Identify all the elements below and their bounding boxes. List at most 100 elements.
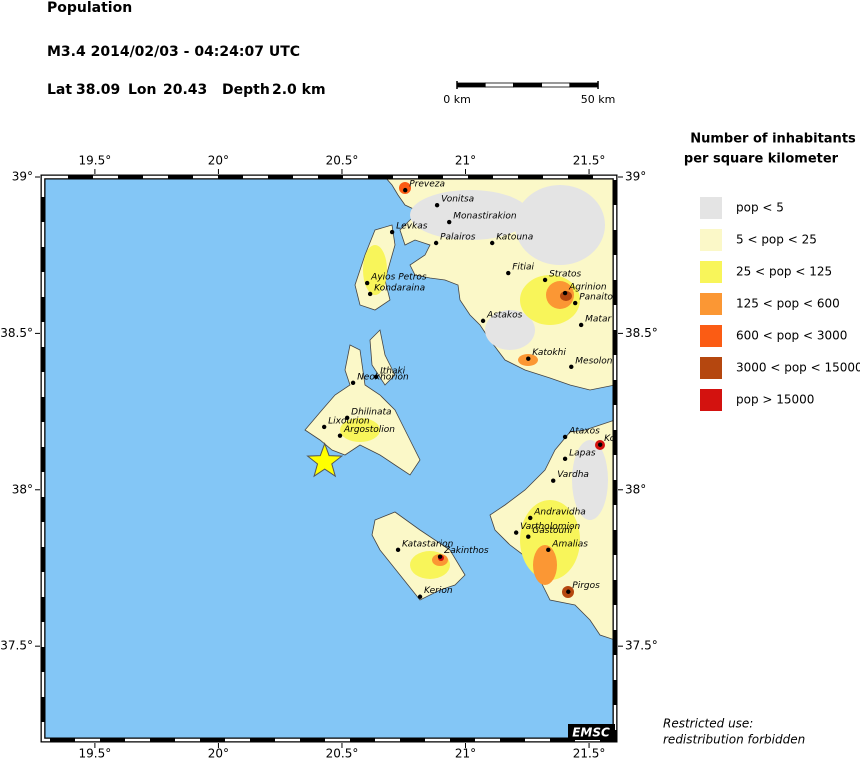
x-tick-label: 20°	[208, 747, 229, 761]
town-marker	[395, 547, 401, 553]
town-marker	[337, 433, 343, 438]
town-marker	[433, 240, 439, 246]
town-label: Ithaki	[380, 366, 406, 376]
town-label: Stratos	[549, 269, 581, 279]
town-marker	[506, 270, 511, 276]
town-marker	[526, 534, 531, 539]
scale-segment	[456, 82, 486, 88]
lon-label: Lon	[128, 82, 157, 98]
lon-value: 20.43	[163, 82, 207, 98]
town-label: Palairos	[440, 232, 476, 242]
x-tick-label: 19.5°	[79, 154, 112, 168]
town-label: Vonitsa	[441, 195, 474, 205]
legend-label: 25 < pop < 125	[736, 265, 832, 279]
logo-box	[568, 724, 615, 740]
y-tick-label: 38.5°	[0, 326, 33, 340]
town-label: Gastouni	[532, 526, 573, 536]
town-label: Astakos	[486, 310, 523, 320]
map-area: Preveza Vonitsa Monastirakion Levkas Palairo…	[43, 177, 616, 740]
town-marker	[344, 415, 350, 421]
event-info: M3.4 2014/02/03 - 04:24:07 UTC	[47, 44, 300, 60]
town-marker	[447, 219, 452, 225]
y-tick-label: 38°	[625, 482, 646, 496]
x-tick-label: 21°	[455, 154, 476, 168]
town-marker	[562, 456, 568, 462]
y-tick-label: 38°	[12, 482, 33, 496]
scale-segment	[513, 82, 543, 88]
legend-label: pop > 15000	[736, 393, 814, 407]
town-marker	[364, 280, 370, 286]
town-marker	[417, 594, 423, 599]
town-label: Vardha	[557, 470, 589, 480]
town-label: Andravidha	[533, 507, 586, 517]
town-label: Ayios Petros	[370, 273, 427, 283]
town-label: Pirgos	[572, 581, 600, 591]
legend-title: per square kilometer	[684, 152, 839, 167]
town-label: Argostolion	[343, 425, 395, 435]
town-marker	[526, 356, 531, 361]
legend-label: pop < 5	[736, 201, 784, 215]
legend-swatch	[700, 197, 722, 219]
town-marker	[434, 202, 440, 208]
town-marker	[389, 229, 395, 235]
y-tick-label: 39°	[12, 170, 33, 184]
y-tick-label: 37.5°	[0, 639, 33, 653]
town-marker	[403, 187, 408, 193]
legend-swatch	[700, 357, 722, 379]
town-label: Monastirakion	[453, 212, 517, 222]
town-label: Katokhi	[532, 348, 566, 358]
legend-title: Number of inhabitants	[690, 132, 856, 147]
town-marker	[566, 589, 571, 594]
legend-swatch	[700, 229, 722, 251]
town-label: Fitiai	[512, 263, 534, 273]
town-label: Panaito	[579, 293, 613, 303]
epicenter	[306, 442, 344, 478]
x-tick-label: 20.5°	[326, 747, 359, 761]
town-label: Agrinion	[568, 283, 607, 293]
town-marker	[367, 291, 373, 297]
legend-swatch	[700, 325, 722, 347]
town-label: Zakinthos	[443, 546, 489, 556]
town-marker	[569, 364, 574, 370]
notice-line: redistribution forbidden	[663, 733, 805, 747]
town-label: Mesolon	[575, 356, 613, 366]
legend-label: 125 < pop < 600	[736, 297, 840, 311]
town-label: Ko	[604, 434, 616, 444]
town-label: Neokhorion	[357, 372, 409, 382]
legend-label: 5 < pop < 25	[736, 233, 817, 247]
town-label: Ataxos	[568, 426, 600, 436]
depth-label: Depth	[222, 82, 270, 98]
towns: Preveza Vonitsa Monastirakion Levkas Palairo…	[321, 180, 616, 599]
town-label: Levkas	[396, 222, 428, 232]
town-label: Katouna	[496, 232, 533, 242]
town-marker	[573, 300, 578, 306]
town-marker	[542, 277, 548, 283]
town-marker	[350, 380, 356, 386]
y-tick-label: 38.5°	[625, 326, 658, 340]
town-label: Dhilinata	[351, 407, 391, 417]
notice-line: Restricted use:	[663, 717, 753, 731]
x-tick-label: 20.5°	[326, 154, 359, 168]
town-marker	[562, 434, 568, 440]
town-marker	[546, 547, 551, 553]
x-tick-label: 21.5°	[573, 154, 606, 168]
legend-swatch	[700, 293, 722, 315]
town-label: Kondaraina	[374, 283, 425, 293]
town-label: Lapas	[569, 448, 596, 458]
town-marker	[578, 322, 584, 328]
lat-value: 38.09	[76, 82, 120, 98]
town-marker	[551, 478, 556, 483]
town-marker	[513, 530, 519, 535]
scale-segment	[569, 82, 599, 88]
y-tick-label: 39°	[625, 170, 646, 184]
scale-label: 0 km	[443, 93, 471, 106]
title: Population	[47, 0, 132, 16]
scale-segment	[484, 82, 514, 88]
x-tick-label: 19.5°	[79, 747, 112, 761]
town-marker	[562, 290, 568, 296]
legend-swatch	[700, 261, 722, 283]
y-tick-label: 37.5°	[625, 639, 658, 653]
town-marker	[480, 318, 486, 324]
population-density	[340, 182, 608, 598]
